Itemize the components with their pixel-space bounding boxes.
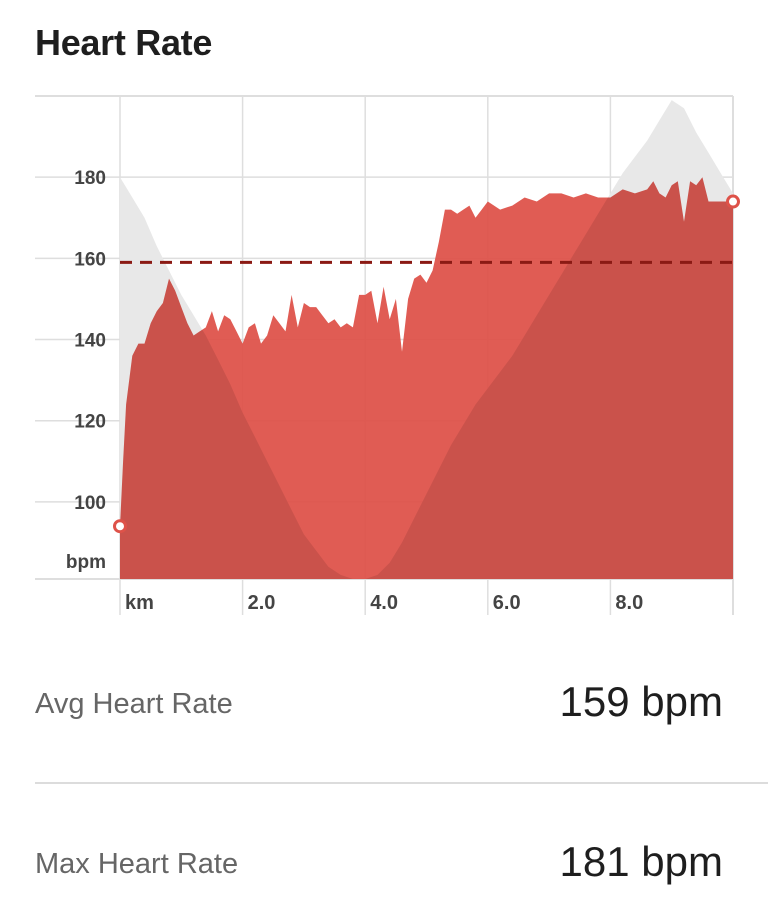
max-heart-rate-row: Max Heart Rate 181 bpm: [35, 834, 723, 894]
x-tick-label-8.0: 8.0: [615, 592, 643, 614]
x-tick-label-6.0: 6.0: [493, 592, 521, 614]
y-tick-label-180: 180: [74, 168, 106, 189]
y-tick-label-100: 100: [74, 493, 106, 514]
y-tick-label-140: 140: [74, 331, 106, 352]
max-heart-rate-value: 181 bpm: [559, 838, 723, 885]
page-title: Heart Rate: [35, 22, 213, 63]
x-tick-label-2.0: 2.0: [248, 592, 276, 614]
elevation-overlap: [120, 177, 733, 579]
y-tick-label-120: 120: [74, 412, 106, 433]
end-marker: [726, 194, 740, 209]
x-tick-label-4.0: 4.0: [370, 592, 398, 614]
start-marker: [113, 519, 127, 534]
y-tick-label-160: 160: [74, 249, 106, 270]
y-axis-unit-label: bpm: [66, 552, 106, 573]
stats-divider: [35, 782, 768, 784]
max-heart-rate-label: Max Heart Rate: [35, 848, 239, 880]
avg-heart-rate-value: 159 bpm: [559, 678, 723, 725]
x-tick-label-km: km: [125, 592, 154, 614]
avg-heart-rate-label: Avg Heart Rate: [35, 688, 233, 720]
avg-heart-rate-row: Avg Heart Rate 159 bpm: [35, 674, 723, 734]
heart-rate-area: [120, 177, 733, 579]
